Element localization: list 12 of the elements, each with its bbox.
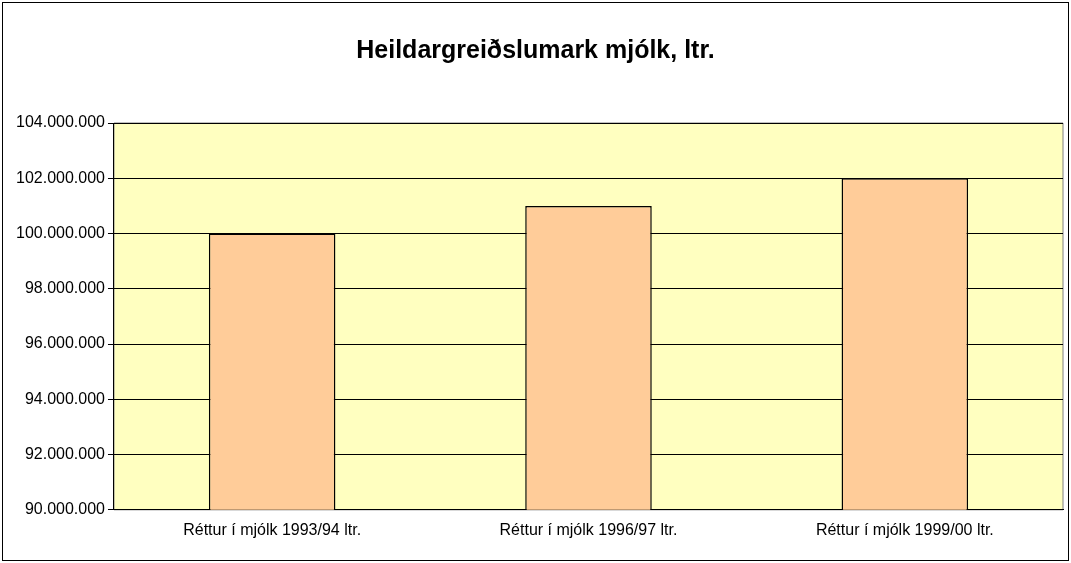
y-tick-label: 98.000.000 bbox=[24, 279, 106, 297]
y-tick-label: 96.000.000 bbox=[24, 334, 106, 352]
y-tick-label: 104.000.000 bbox=[15, 113, 106, 131]
y-tick-label: 94.000.000 bbox=[24, 389, 106, 407]
x-tick-label: Réttur í mjólk 1999/00 ltr. bbox=[815, 520, 994, 538]
y-tick-label: 100.000.000 bbox=[15, 223, 106, 241]
y-tick-label: 102.000.000 bbox=[15, 168, 106, 186]
x-tick-label: Réttur í mjólk 1993/94 ltr. bbox=[183, 520, 362, 538]
x-tick-label: Réttur í mjólk 1996/97 ltr. bbox=[499, 520, 678, 538]
y-tick-label: 92.000.000 bbox=[24, 444, 106, 462]
chart-title: Heildargreiðslumark mjólk, ltr. bbox=[355, 35, 716, 64]
y-tick-label: 90.000.000 bbox=[24, 500, 106, 518]
